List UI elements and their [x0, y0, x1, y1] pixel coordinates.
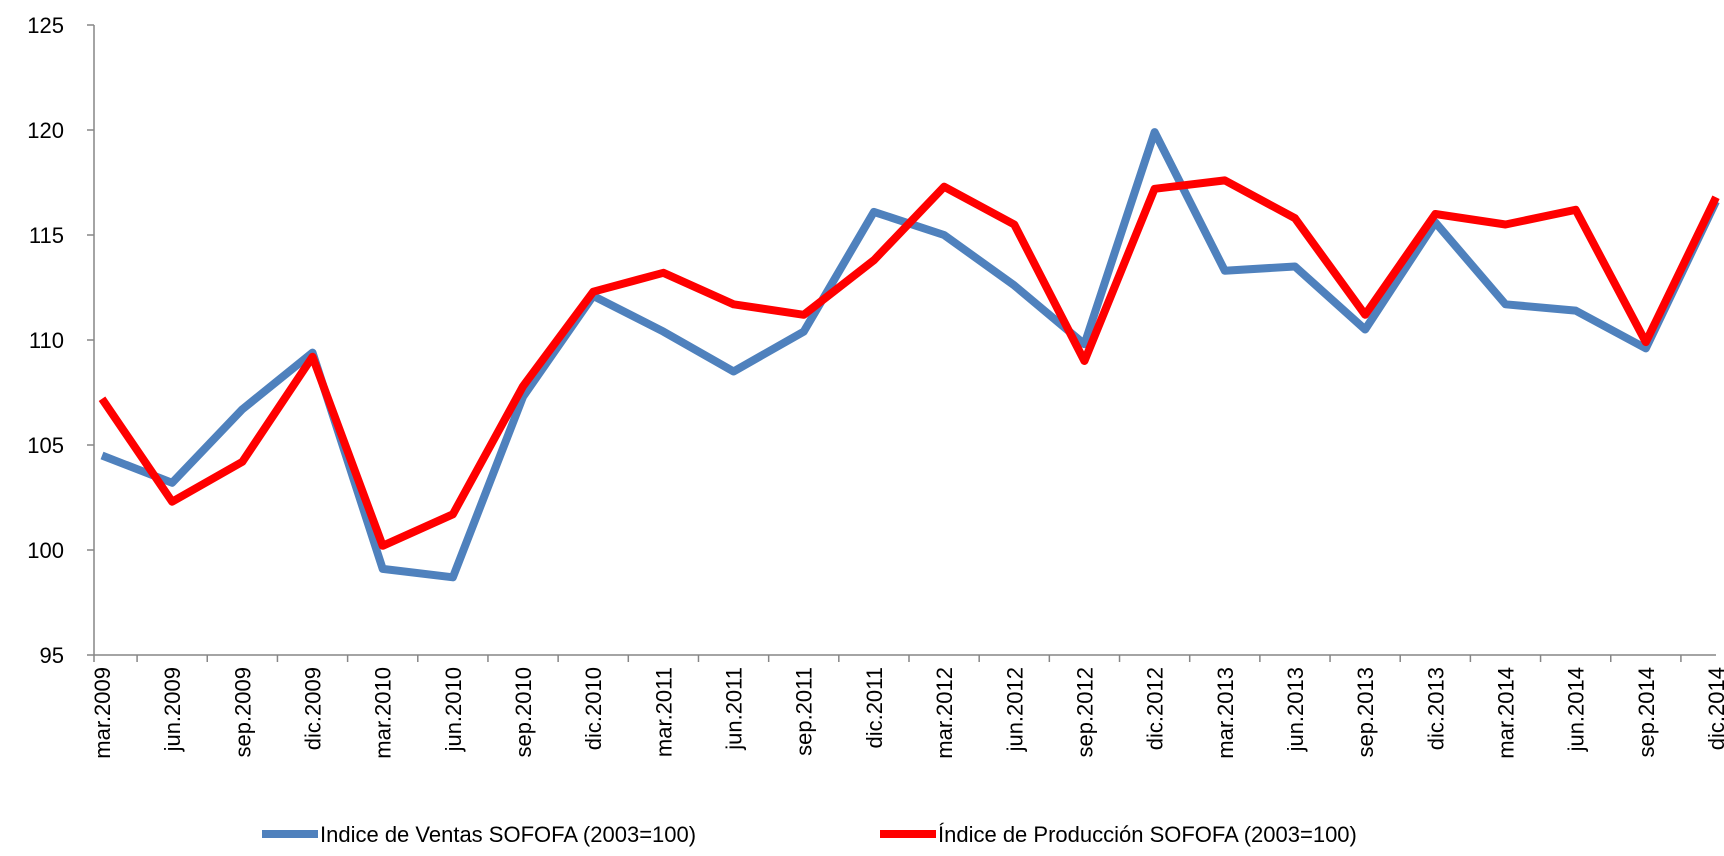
- x-tick-label: jun.2013: [1283, 667, 1308, 752]
- x-tick-label: dic.2012: [1143, 667, 1168, 750]
- x-tick-label: mar.2010: [371, 667, 396, 759]
- x-tick-label: sep.2011: [792, 667, 817, 756]
- x-tick-label: dic.2013: [1423, 667, 1448, 750]
- x-tick-label: mar.2009: [90, 667, 115, 759]
- y-tick-label: 100: [27, 538, 64, 563]
- x-tick-label: jun.2011: [722, 667, 747, 751]
- x-tick-label: jun.2010: [441, 667, 466, 752]
- x-tick-label: sep.2013: [1353, 667, 1378, 758]
- y-tick-label: 105: [27, 433, 64, 458]
- y-tick-label: 95: [40, 643, 64, 668]
- x-tick-label: mar.2013: [1213, 667, 1238, 759]
- y-tick-label: 120: [27, 118, 64, 143]
- x-tick-label: dic.2011: [862, 667, 887, 749]
- x-tick-label: dic.2009: [301, 667, 326, 750]
- x-tick-label: dic.2010: [581, 667, 606, 750]
- x-tick-label: sep.2012: [1072, 667, 1097, 758]
- x-tick-label: jun.2014: [1564, 667, 1589, 752]
- x-tick-label: sep.2009: [230, 667, 255, 758]
- series-line: [100, 128, 1720, 582]
- series-line: [98, 176, 1720, 550]
- y-tick-label: 110: [29, 328, 64, 353]
- x-tick-label: mar.2014: [1493, 667, 1518, 759]
- x-tick-label: jun.2012: [1002, 667, 1027, 752]
- legend-label: Índice de Producción SOFOFA (2003=100): [938, 822, 1357, 847]
- y-tick-label: 115: [29, 223, 64, 248]
- y-tick-label: 125: [27, 13, 64, 38]
- x-tick-label: sep.2014: [1634, 667, 1659, 758]
- x-tick-label: mar.2012: [932, 667, 957, 759]
- x-tick-label: jun.2009: [160, 667, 185, 752]
- legend-label: Indice de Ventas SOFOFA (2003=100): [320, 822, 696, 847]
- x-tick-label: mar.2011: [651, 667, 676, 757]
- x-tick-label: sep.2010: [511, 667, 536, 758]
- x-tick-label: dic.2014: [1704, 667, 1724, 750]
